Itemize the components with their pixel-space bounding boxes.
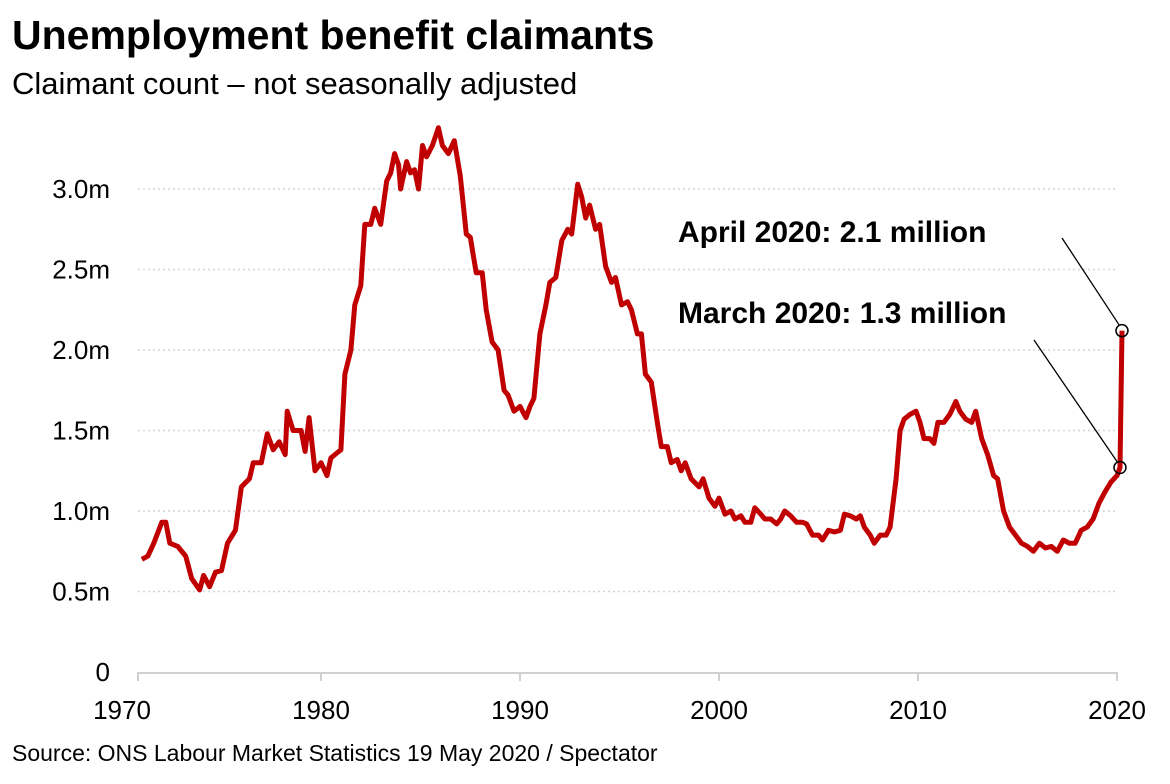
annotation-marker xyxy=(1115,323,1129,338)
annotation-leader-line xyxy=(1061,237,1120,326)
gridlines xyxy=(138,188,1117,593)
source-note: Source: ONS Labour Market Statistics 19 … xyxy=(12,740,658,766)
annotation-leader-line xyxy=(1033,339,1118,462)
annotation-label: April 2020: 2.1 million xyxy=(678,216,986,249)
x-tick-label: 1990 xyxy=(491,695,549,725)
chart-title: Unemployment benefit claimants xyxy=(12,12,655,58)
x-tick-label: 2020 xyxy=(1088,695,1146,725)
x-axis-ticks: 1970 1980 1990 2000 2010 2020 xyxy=(93,672,1146,725)
x-tick-label: 2000 xyxy=(690,695,748,725)
claimant-count-line xyxy=(140,125,1125,593)
x-tick-label: 1970 xyxy=(93,695,151,725)
y-tick-label: 1.0m xyxy=(52,496,110,526)
chart-subtitle: Claimant count – not seasonally adjusted xyxy=(12,66,578,101)
y-tick-label: 0.5m xyxy=(52,577,110,607)
y-tick-label: 3.0m xyxy=(52,174,110,204)
y-axis-ticks: 0 0.5m 1.0m 1.5m 2.0m 2.5m 3.0m xyxy=(52,174,110,687)
annotations: April 2020: 2.1 million March 2020: 1.3 m… xyxy=(678,216,1129,475)
annotation-marker xyxy=(1113,460,1127,475)
x-tick-label: 2010 xyxy=(889,695,947,725)
annotation-label: March 2020: 1.3 million xyxy=(678,297,1006,330)
y-tick-label: 2.0m xyxy=(52,335,110,365)
y-tick-label: 1.5m xyxy=(52,416,110,446)
y-tick-label: 0 xyxy=(96,657,110,687)
y-tick-label: 2.5m xyxy=(52,255,110,285)
x-tick-label: 1980 xyxy=(292,695,350,725)
